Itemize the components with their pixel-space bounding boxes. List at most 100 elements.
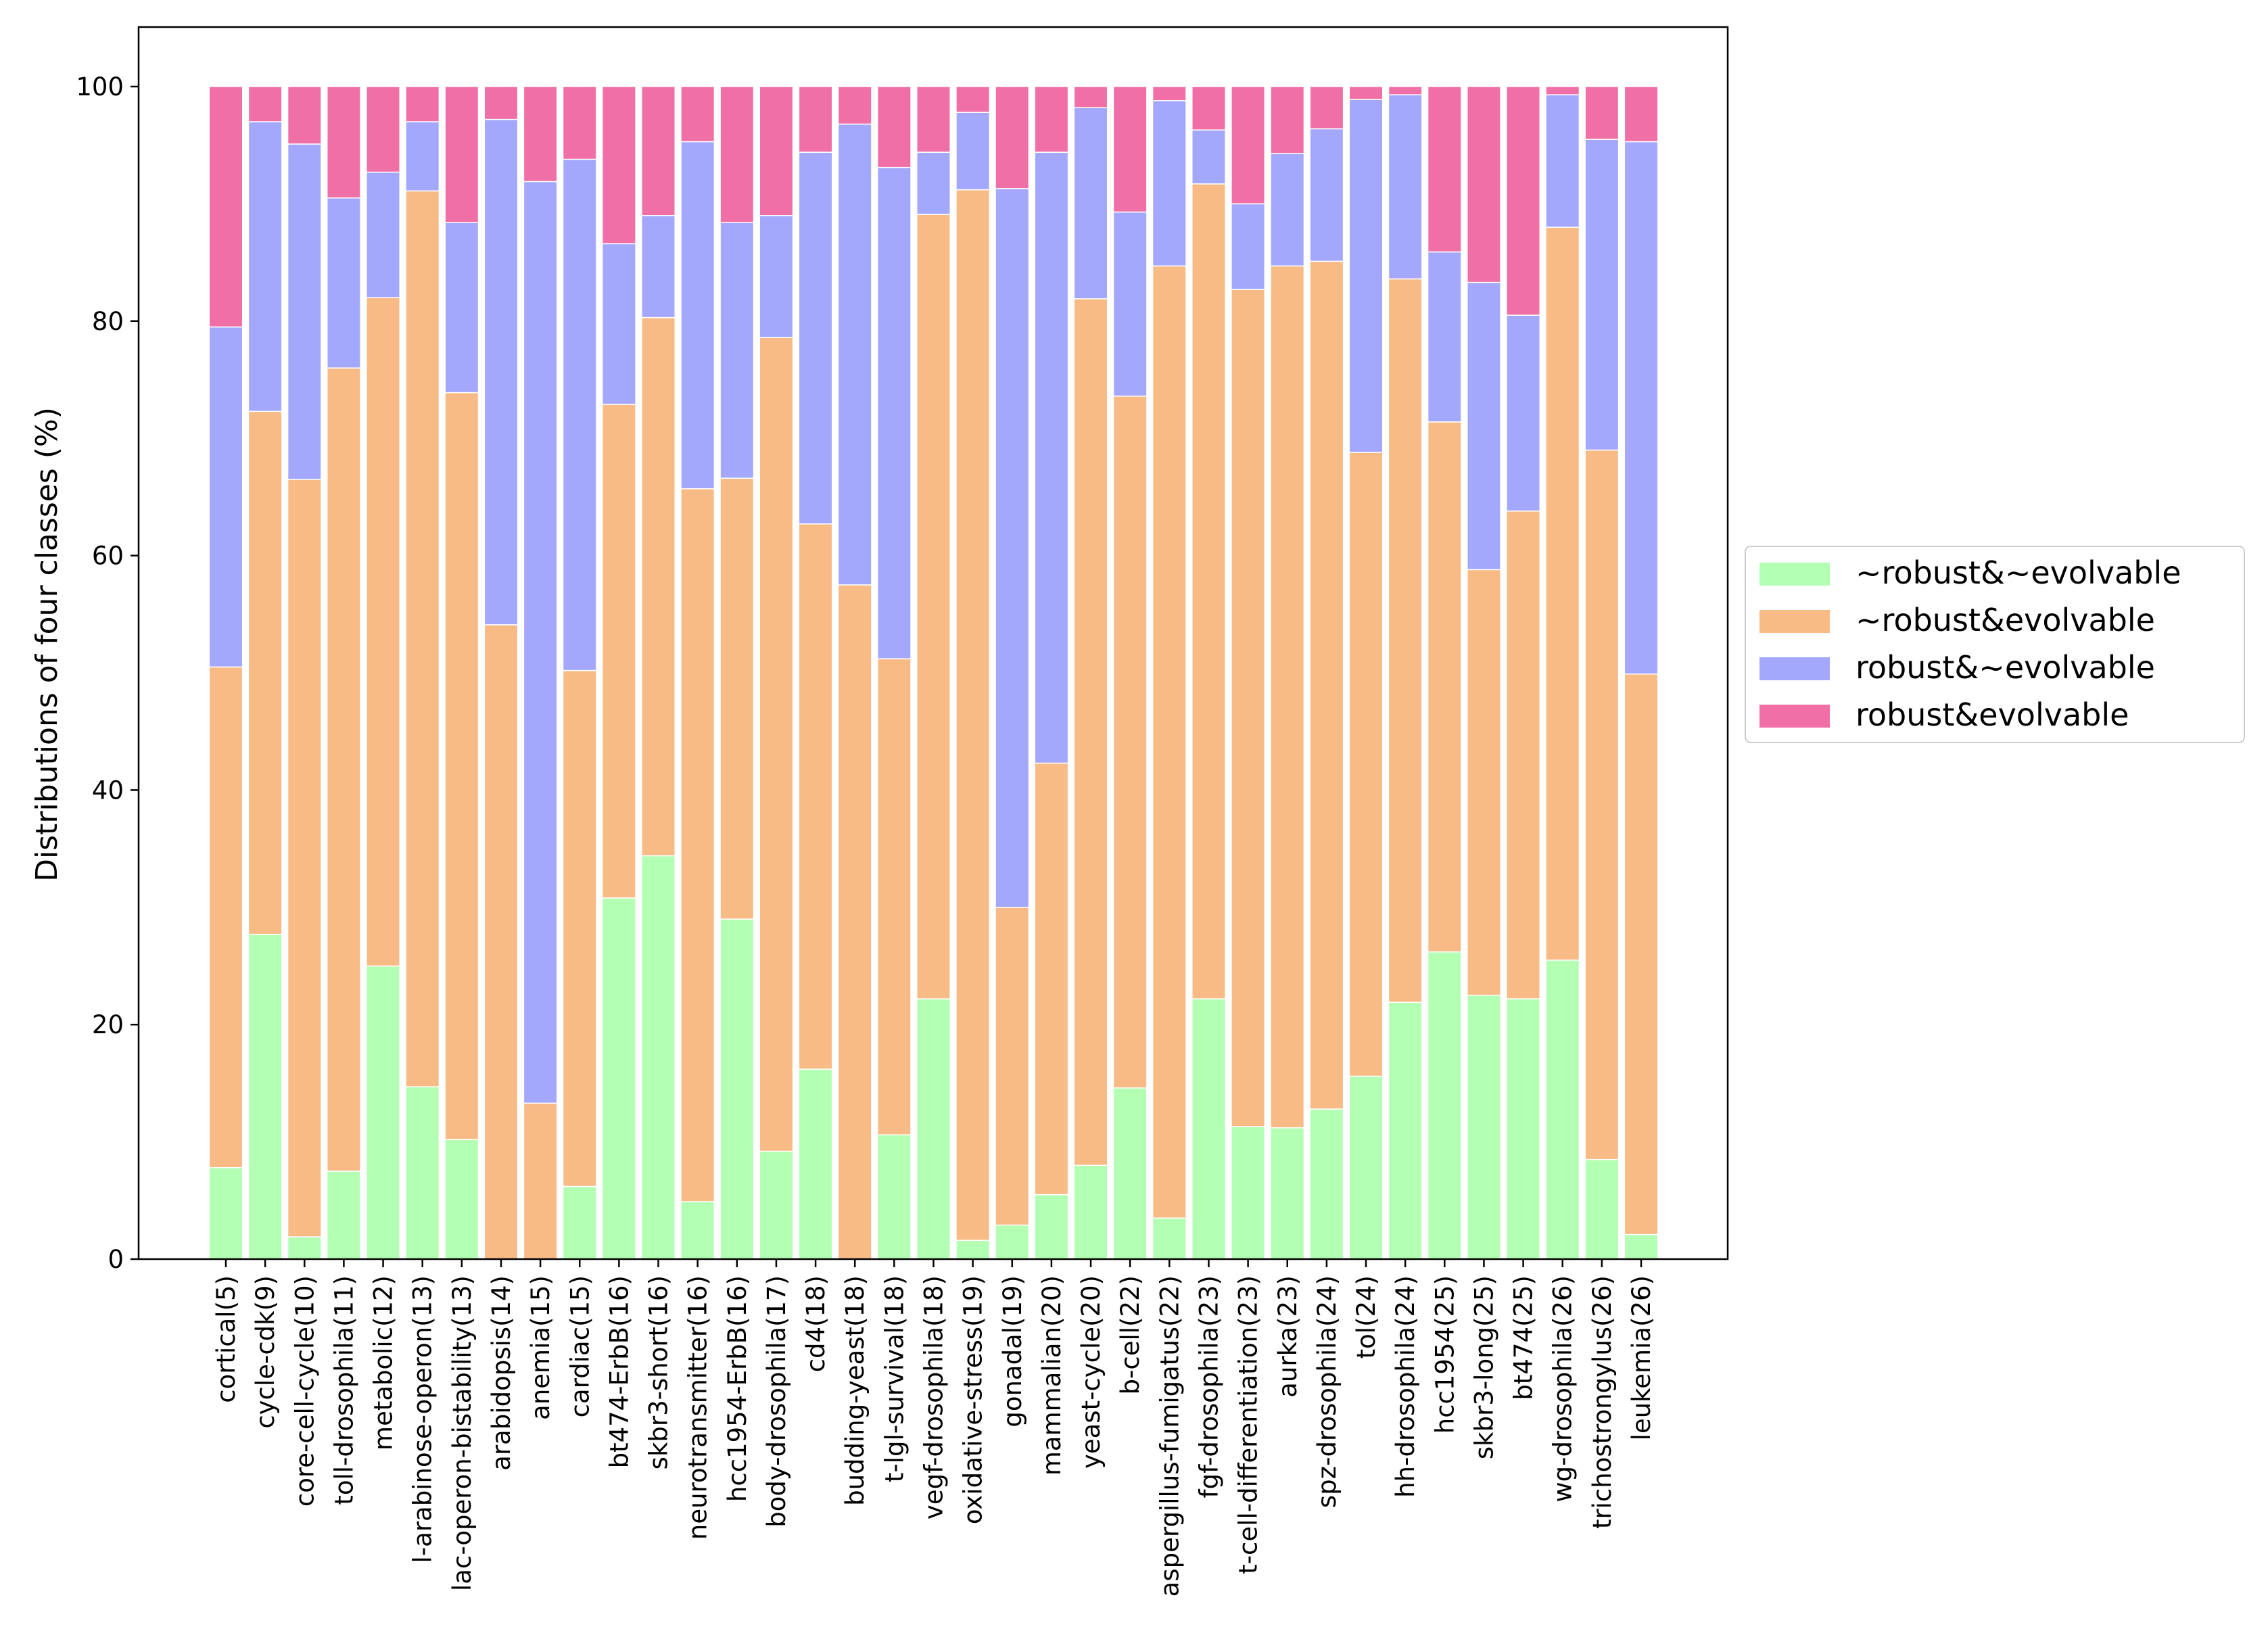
bar-segment-3-25 bbox=[1152, 100, 1187, 267]
bar-segment-4-18 bbox=[876, 86, 912, 168]
bar-segment-4-6 bbox=[405, 86, 440, 122]
legend-frame bbox=[1745, 546, 2245, 743]
x-tick-label: aurka(23) bbox=[1273, 1275, 1302, 1398]
x-tick-label: gonadal(19) bbox=[998, 1275, 1027, 1427]
legend-swatch-4 bbox=[1759, 705, 1830, 728]
bar-segment-1-10 bbox=[562, 1185, 597, 1260]
x-tick-label: skbr3-long(25) bbox=[1469, 1275, 1498, 1459]
bar-segment-1-1 bbox=[208, 1167, 243, 1260]
y-tick-label: 60 bbox=[92, 542, 124, 571]
bar-segment-4-2 bbox=[247, 86, 283, 122]
x-tick-label: metabolic(12) bbox=[369, 1275, 398, 1450]
bar-segment-2-32 bbox=[1427, 421, 1462, 953]
bar-segment-4-23 bbox=[1073, 86, 1108, 108]
x-tick-label: cycle-cdk(9) bbox=[251, 1275, 280, 1429]
bar-segment-1-28 bbox=[1270, 1127, 1305, 1260]
bar-segment-3-36 bbox=[1584, 139, 1620, 451]
bar-segment-4-13 bbox=[680, 86, 715, 143]
x-tick-label: toll-drosophila(11) bbox=[329, 1275, 358, 1505]
bar-segment-2-35 bbox=[1545, 227, 1580, 961]
bar-segment-3-33 bbox=[1466, 281, 1501, 571]
legend-swatch-1 bbox=[1759, 563, 1830, 586]
x-tick-label: core-cell-cycle(10) bbox=[290, 1275, 319, 1507]
y-tick-label: 100 bbox=[76, 72, 124, 101]
bar-segment-4-34 bbox=[1506, 86, 1541, 316]
bar-segment-2-14 bbox=[719, 477, 755, 920]
x-tick-label: arabidopsis(14) bbox=[487, 1275, 516, 1471]
bar-segment-2-30 bbox=[1348, 452, 1384, 1077]
bar-segment-4-30 bbox=[1348, 86, 1384, 100]
x-tick-label: bt474-ErbB(16) bbox=[605, 1275, 634, 1468]
x-tick-label: neurotransmitter(16) bbox=[684, 1275, 713, 1540]
bar-segment-1-20 bbox=[955, 1240, 991, 1260]
bar-segment-4-4 bbox=[326, 86, 361, 199]
bar-segment-3-35 bbox=[1545, 94, 1580, 228]
x-tick-label: fgf-drosophila(23) bbox=[1194, 1275, 1223, 1498]
bar-segment-2-9 bbox=[523, 1102, 558, 1260]
bar-segment-1-5 bbox=[366, 965, 401, 1260]
x-tick-label: yeast-cycle(20) bbox=[1077, 1275, 1106, 1469]
bar-segment-4-8 bbox=[483, 86, 519, 120]
bar-segment-3-29 bbox=[1309, 128, 1344, 262]
bar-segment-1-36 bbox=[1584, 1158, 1620, 1260]
bar-segment-4-28 bbox=[1270, 86, 1305, 154]
bar-segment-3-18 bbox=[876, 166, 912, 659]
bar-segment-2-7 bbox=[444, 392, 479, 1140]
bar-segment-2-33 bbox=[1466, 569, 1501, 996]
bar-segment-4-26 bbox=[1191, 86, 1226, 131]
bar-segment-1-35 bbox=[1545, 960, 1580, 1260]
bar-segment-1-31 bbox=[1388, 1001, 1423, 1260]
bars-group bbox=[208, 86, 1659, 1260]
legend: ~robust&~evolvable ~robust&evolvable robus… bbox=[1745, 546, 2245, 743]
legend-label-1: ~robust&~evolvable bbox=[1856, 554, 2181, 591]
bar-segment-2-18 bbox=[876, 658, 912, 1135]
bar-segment-2-37 bbox=[1624, 673, 1659, 1235]
bar-segment-3-26 bbox=[1191, 129, 1226, 185]
bar-segment-1-18 bbox=[876, 1134, 912, 1260]
x-tick-label: hcc1954-ErbB(16) bbox=[723, 1275, 752, 1502]
x-tick-label: trichostrongylus(26) bbox=[1588, 1275, 1617, 1529]
bar-segment-4-27 bbox=[1231, 86, 1266, 205]
bar-segment-4-5 bbox=[366, 86, 401, 173]
bar-segment-2-6 bbox=[405, 190, 440, 1087]
y-tick-label: 0 bbox=[108, 1245, 124, 1274]
bar-segment-4-11 bbox=[601, 86, 636, 245]
bar-segment-4-7 bbox=[444, 86, 479, 223]
bar-segment-3-10 bbox=[562, 158, 597, 671]
bar-segment-3-32 bbox=[1427, 251, 1462, 423]
bar-segment-1-21 bbox=[995, 1224, 1030, 1260]
x-tick-label: mammalian(20) bbox=[1037, 1275, 1066, 1475]
bar-segment-2-19 bbox=[916, 214, 951, 999]
bar-segment-1-6 bbox=[405, 1086, 440, 1260]
bar-segment-1-3 bbox=[287, 1236, 322, 1260]
bar-segment-1-15 bbox=[759, 1150, 794, 1260]
bar-segment-4-25 bbox=[1152, 86, 1187, 101]
x-tick-label: budding-yeast(18) bbox=[841, 1275, 870, 1506]
bar-segment-1-33 bbox=[1466, 995, 1501, 1260]
bar-segment-1-23 bbox=[1073, 1164, 1108, 1260]
x-tick-label: anemia(15) bbox=[526, 1275, 555, 1420]
bar-segment-2-36 bbox=[1584, 449, 1620, 1160]
bar-segment-2-8 bbox=[483, 624, 519, 1260]
bar-segment-3-30 bbox=[1348, 99, 1384, 453]
bar-segment-3-22 bbox=[1034, 151, 1069, 764]
x-tick-label: oxidative-stress(19) bbox=[959, 1275, 988, 1524]
bar-segment-3-13 bbox=[680, 141, 715, 490]
bar-segment-2-25 bbox=[1152, 265, 1187, 1219]
legend-swatch-2 bbox=[1759, 610, 1830, 633]
bar-segment-2-28 bbox=[1270, 265, 1305, 1129]
bar-segment-1-27 bbox=[1231, 1126, 1266, 1260]
x-tick-label: aspergillus-fumigatus(22) bbox=[1155, 1275, 1184, 1597]
bar-segment-3-19 bbox=[916, 151, 951, 215]
bar-segment-3-7 bbox=[444, 222, 479, 394]
bar-segment-2-31 bbox=[1388, 278, 1423, 1004]
x-tick-label: b-cell(22) bbox=[1116, 1275, 1145, 1394]
x-axis: cortical(5) cycle-cdk(9) core-cell-cycle(1… bbox=[212, 1259, 1656, 1597]
legend-label-3: robust&~evolvable bbox=[1856, 649, 2155, 686]
bar-segment-4-20 bbox=[955, 86, 991, 113]
bar-segment-3-12 bbox=[641, 214, 676, 318]
bar-segment-3-5 bbox=[366, 171, 401, 298]
bar-segment-1-24 bbox=[1112, 1087, 1148, 1260]
bar-segment-3-16 bbox=[798, 151, 833, 525]
bar-segment-4-35 bbox=[1545, 86, 1580, 95]
